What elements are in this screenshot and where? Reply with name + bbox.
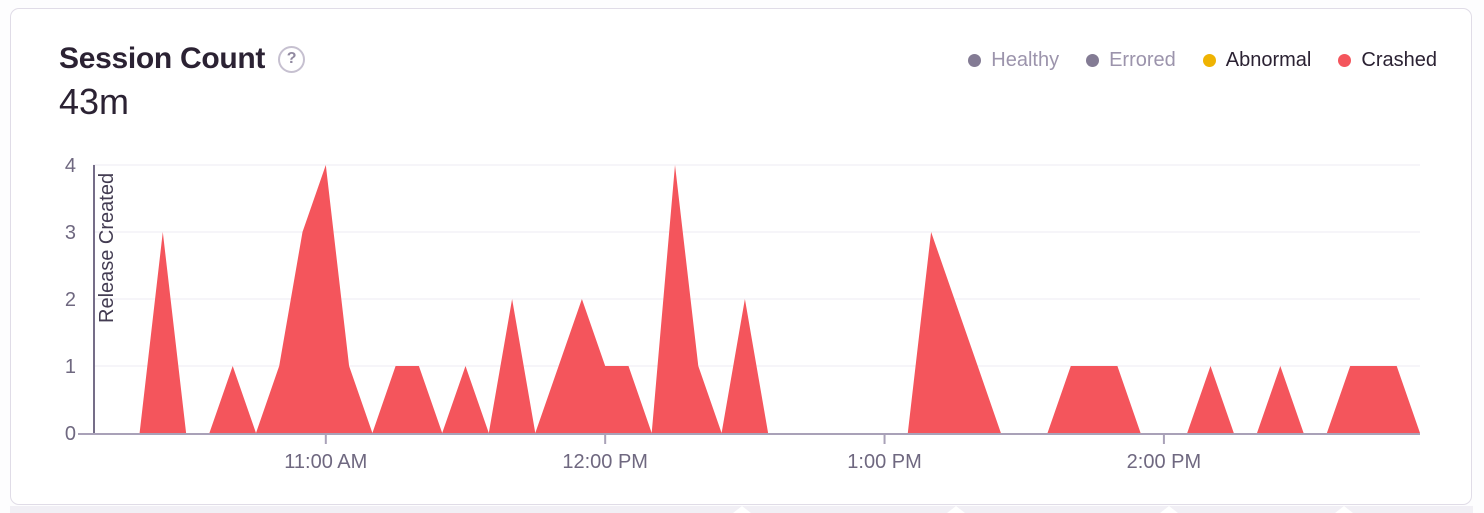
- card-below-notch: [1160, 506, 1178, 513]
- svg-text:1:00 PM: 1:00 PM: [847, 451, 921, 473]
- svg-text:0: 0: [65, 423, 76, 445]
- legend-label: Healthy: [991, 49, 1060, 71]
- legend-label: Abnormal: [1225, 49, 1312, 71]
- svg-text:2:00 PM: 2:00 PM: [1127, 451, 1201, 473]
- legend-label: Errored: [1109, 49, 1176, 71]
- legend-item-errored[interactable]: Errored: [1086, 49, 1176, 72]
- card-below-notch: [947, 506, 965, 513]
- question-mark-glyph: ?: [286, 50, 297, 67]
- svg-text:12:00 PM: 12:00 PM: [562, 451, 648, 473]
- svg-text:4: 4: [65, 155, 76, 177]
- page-title: Session Count: [59, 42, 266, 75]
- card-below-notch: [1335, 506, 1353, 513]
- crashed-dot-icon: [1338, 54, 1352, 67]
- release-line-label: Release Created: [96, 172, 118, 323]
- legend-item-abnormal[interactable]: Abnormal: [1202, 49, 1312, 72]
- svg-text:1: 1: [65, 356, 76, 378]
- svg-text:3: 3: [65, 222, 76, 244]
- svg-text:11:00 AM: 11:00 AM: [284, 451, 367, 473]
- card-header: Session Count ?: [59, 42, 306, 76]
- chart-legend: Healthy Errored Abnormal Crashed: [968, 49, 1437, 72]
- healthy-dot-icon: [968, 54, 982, 67]
- svg-text:2: 2: [65, 289, 76, 311]
- card-below-notch: [733, 506, 751, 513]
- abnormal-dot-icon: [1202, 54, 1216, 67]
- legend-label: Crashed: [1361, 49, 1437, 71]
- errored-dot-icon: [1086, 54, 1100, 67]
- legend-item-crashed[interactable]: Crashed: [1338, 49, 1437, 72]
- legend-item-healthy[interactable]: Healthy: [968, 49, 1059, 72]
- session-total-value: 43m: [59, 81, 130, 122]
- help-icon[interactable]: ?: [278, 45, 306, 73]
